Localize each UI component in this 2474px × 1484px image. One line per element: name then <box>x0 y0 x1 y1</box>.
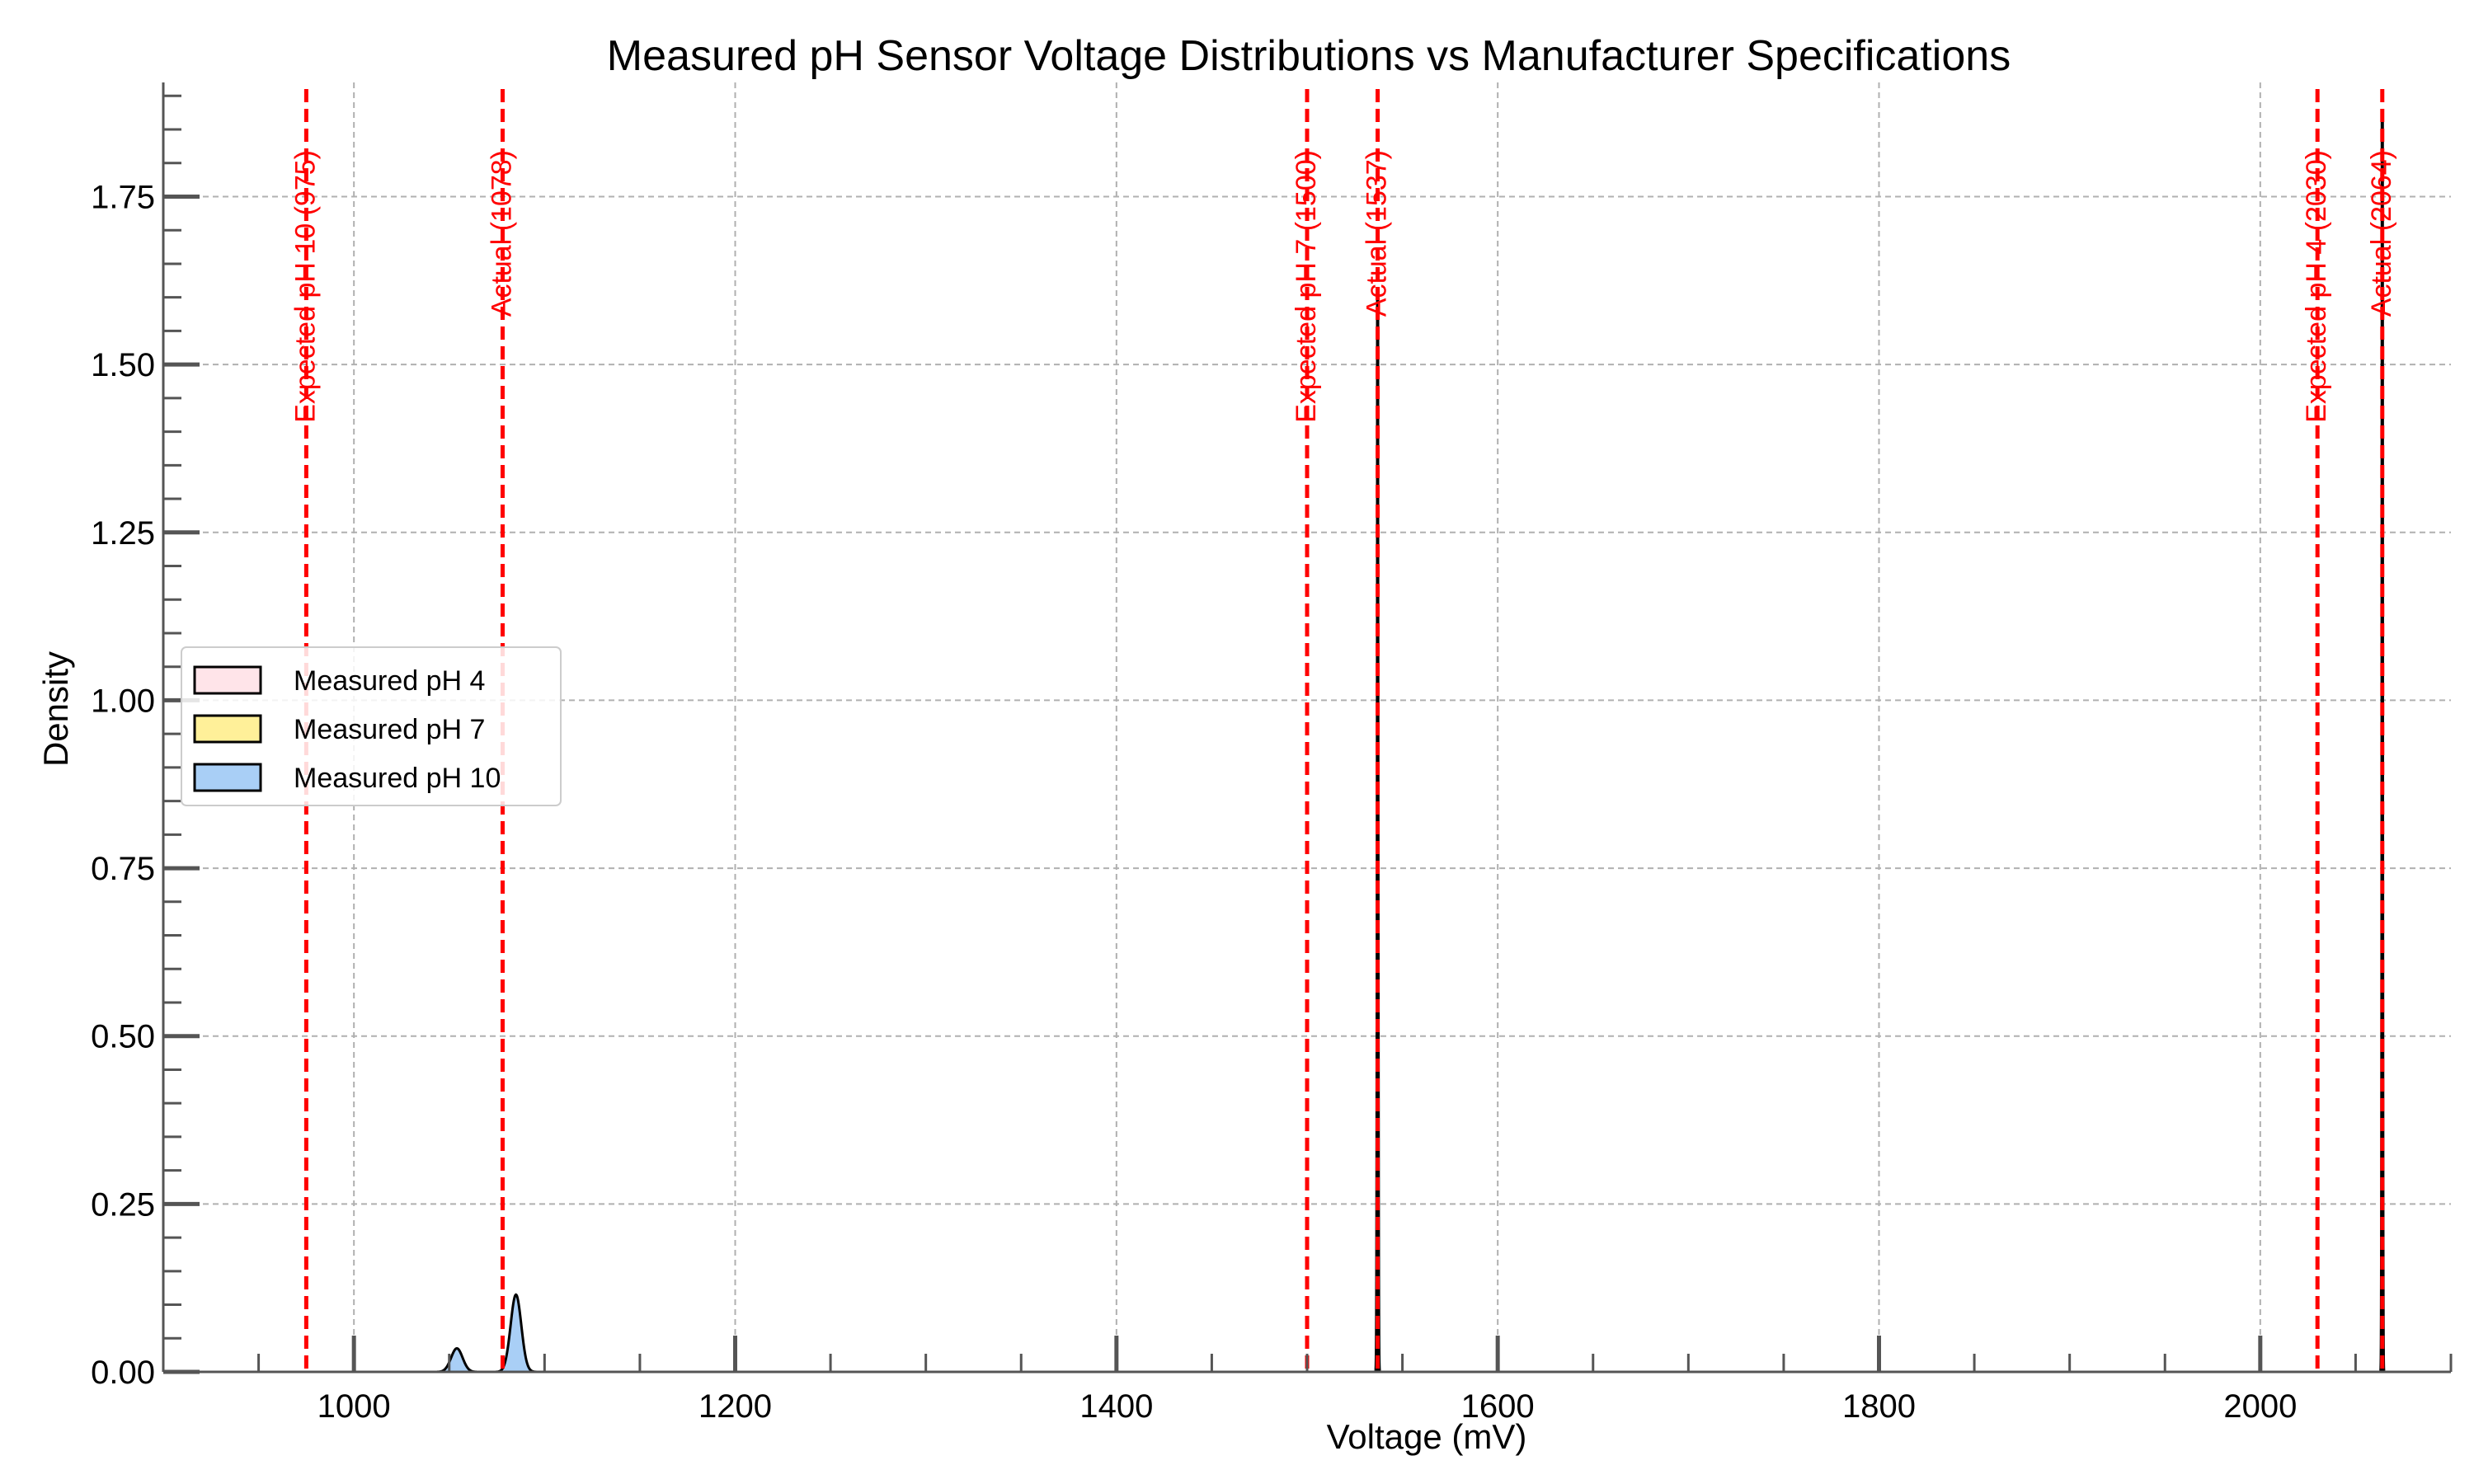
chart-title: Measured pH Sensor Voltage Distributions… <box>607 32 2011 80</box>
ticks: 1000 1200 1400 1600 1800 2000 0.00 0.25 0.50 0.75… <box>91 94 2453 1425</box>
x-tick-label: 2000 <box>2223 1388 2297 1425</box>
x-axis-label: Voltage (mV) <box>1327 1417 1527 1456</box>
reference-line-label-6: Actual (2064) <box>2366 150 2397 317</box>
density-series <box>428 109 2387 1374</box>
density-peak-3-2 <box>489 1293 543 1374</box>
legend-swatch-2 <box>193 714 262 744</box>
reference-line-label-1: Expected pH 10 (975) <box>289 150 321 423</box>
y-tick-label: 0.50 <box>91 1019 155 1055</box>
y-tick-label: 1.50 <box>91 347 155 383</box>
y-tick-label: 1.75 <box>91 179 155 215</box>
y-tick-label: 1.00 <box>91 683 155 719</box>
legend-label-1: Measured pH 4 <box>294 665 485 697</box>
reference-line-label-2: Actual (1078) <box>486 150 517 317</box>
x-tick-label: 1600 <box>1461 1388 1535 1425</box>
reference-line-label-5: Expected pH 4 (2030) <box>2301 150 2332 423</box>
legend-swatch-1 <box>193 665 262 695</box>
legend-frame <box>181 646 562 806</box>
reference-lines: Expected pH 10 (975) Actual (1078) Expecte… <box>289 89 2397 1372</box>
y-tick-label: 0.00 <box>91 1355 155 1391</box>
x-tick-label: 1400 <box>1079 1388 1153 1425</box>
y-tick-label: 1.25 <box>91 515 155 552</box>
x-tick-label: 1000 <box>317 1388 391 1425</box>
y-tick-label: 0.25 <box>91 1186 155 1223</box>
x-tick-label: 1200 <box>698 1388 772 1425</box>
reference-line-label-3: Expected pH 7 (1500) <box>1291 150 1322 423</box>
legend-label-2: Measured pH 7 <box>294 714 485 745</box>
reference-line-label-4: Actual (1537) <box>1362 150 1393 317</box>
legend-swatch-3 <box>193 763 262 792</box>
legend-label-3: Measured pH 10 <box>294 763 501 794</box>
legend: Measured pH 4 Measured pH 7 Measured pH 10 <box>181 646 562 806</box>
density-peak-3-1 <box>428 1346 486 1374</box>
y-tick-label: 0.75 <box>91 851 155 887</box>
x-tick-label: 1800 <box>1842 1388 1916 1425</box>
y-axis-label: Density <box>36 651 75 767</box>
